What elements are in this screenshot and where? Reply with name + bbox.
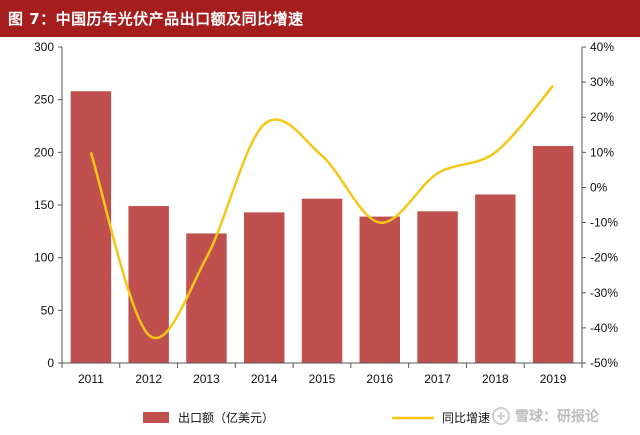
chart-title-bar: 图 7：中国历年光伏产品出口额及同比增速 [0, 0, 640, 37]
bar-2018 [475, 194, 516, 363]
right-tick-label: 10% [590, 145, 614, 159]
x-tick-label: 2016 [366, 372, 393, 386]
right-tick-label: -20% [590, 251, 618, 265]
right-tick-label: -40% [590, 321, 618, 335]
bar-2015 [301, 198, 343, 363]
right-tick-label: 0% [590, 180, 608, 194]
bar-2017 [417, 211, 458, 363]
right-tick-label: -50% [590, 356, 618, 370]
left-tick-label: 50 [41, 303, 55, 317]
x-tick-label: 2011 [78, 372, 104, 386]
left-tick-label: 0 [47, 356, 54, 370]
x-tick-label: 2018 [482, 372, 509, 386]
legend-label-bar: 出口额（亿美元） [178, 410, 274, 425]
chart-area: 0 50 100 150 200 250 300 -50% -40% -30% -20% -10% 0%… [34, 40, 618, 425]
x-tick-label: 2013 [193, 372, 220, 386]
growth-rate-line [89, 84, 555, 339]
bar-2011 [70, 91, 112, 364]
legend-label-line: 同比增速 [442, 411, 490, 425]
right-tick-label: -10% [590, 216, 618, 230]
watermark-text: 雪球：研报论 [515, 409, 599, 425]
watermark: 雪球：研报论 [492, 405, 632, 427]
left-tick-label: 300 [34, 40, 54, 54]
bar-2019 [532, 146, 574, 363]
legend-swatch-bar [143, 412, 169, 423]
right-tick-label: 30% [590, 75, 614, 89]
bar-2013 [186, 233, 227, 363]
right-tick-label: 20% [590, 110, 614, 124]
bar-2016 [359, 216, 400, 363]
x-tick-label: 2019 [540, 372, 567, 386]
x-tick-label: 2014 [251, 372, 278, 386]
bar-2012 [128, 206, 169, 363]
bar-2014 [244, 212, 285, 363]
snowball-logo-icon [492, 407, 510, 425]
left-tick-label: 200 [34, 145, 54, 159]
chart-title: 图 7：中国历年光伏产品出口额及同比增速 [8, 10, 304, 28]
x-tick-label: 2017 [424, 372, 451, 386]
x-tick-label: 2012 [135, 372, 162, 386]
left-tick-label: 250 [34, 93, 54, 107]
right-tick-label: 40% [590, 40, 614, 54]
x-tick-label: 2015 [309, 372, 336, 386]
left-tick-label: 100 [34, 251, 54, 265]
right-tick-label: -30% [590, 286, 618, 300]
left-tick-label: 150 [34, 198, 54, 212]
